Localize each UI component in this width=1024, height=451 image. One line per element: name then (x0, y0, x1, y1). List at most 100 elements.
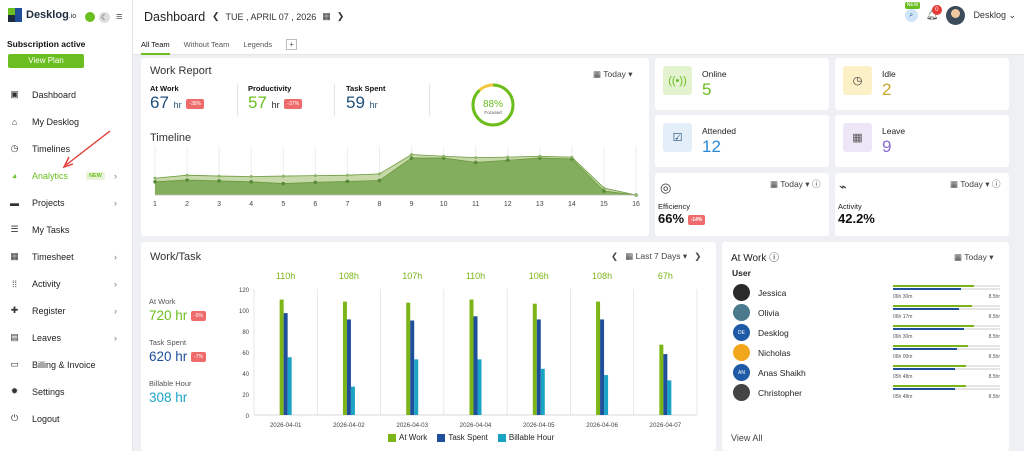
bar-at-work[interactable] (532, 303, 537, 415)
attended-card[interactable]: ☑ Attended 12 (655, 115, 829, 167)
view-plan-button[interactable]: View Plan (8, 54, 84, 68)
timeline-point[interactable] (377, 178, 382, 183)
info-icon[interactable]: ⓘ (811, 179, 821, 189)
timeline-point[interactable] (570, 155, 574, 159)
online-card[interactable]: ((•)) Online 5 (655, 58, 829, 110)
bar-at-work[interactable] (596, 301, 601, 415)
legend-task-spent[interactable]: Task Spent (437, 433, 488, 442)
timeline-point[interactable] (345, 173, 349, 177)
timeline-point[interactable] (313, 180, 318, 185)
timeline-point[interactable] (249, 175, 253, 179)
logo[interactable]: Desklog.io (8, 8, 76, 22)
timeline-point[interactable] (345, 179, 350, 184)
prev-date-icon[interactable]: ❮ (212, 11, 220, 21)
sidebar-item-leaves[interactable]: ▤ Leaves › (0, 324, 133, 351)
sidebar-item-activity[interactable]: ⁞⁞ Activity › (0, 270, 133, 297)
dark-mode-icon[interactable]: ☾ (99, 11, 110, 23)
avatar[interactable] (946, 6, 966, 25)
timeline-point[interactable] (602, 186, 606, 190)
user-row[interactable]: AN Anas Shaikh (733, 364, 806, 381)
bar-at-work[interactable] (659, 344, 664, 415)
leave-card[interactable]: ▦ Leave 9 (835, 115, 1009, 167)
user-row[interactable]: DE Desklog (733, 324, 789, 341)
timeline-point[interactable] (377, 172, 381, 176)
timeline-point[interactable] (409, 156, 414, 160)
sidebar-item-projects[interactable]: ▬ Projects › (0, 189, 133, 216)
bar-task-spent[interactable] (536, 319, 541, 415)
timeline-point[interactable] (185, 173, 189, 177)
timeline-point[interactable] (217, 174, 221, 178)
add-tab-button[interactable]: + (286, 39, 298, 50)
tab-without-team[interactable]: Without Team (183, 40, 230, 49)
user-row[interactable]: Olivia (733, 304, 779, 321)
activity-period-select[interactable]: ▦ Today ▾ ⓘ (950, 179, 1001, 189)
user-row[interactable]: Jessica (733, 284, 786, 301)
sidebar-item-logout[interactable]: ⏻ Logout (0, 405, 133, 432)
user-row[interactable]: Christopher (733, 384, 802, 401)
legend-billable-hour[interactable]: Billable Hour (497, 433, 554, 442)
timeline-point[interactable] (474, 156, 478, 160)
bar-task-spent[interactable] (600, 319, 605, 415)
user-row[interactable]: Nicholas (733, 344, 791, 361)
bar-task-spent[interactable] (473, 316, 478, 415)
efficiency-period-select[interactable]: ▦ Today ▾ ⓘ (770, 179, 821, 189)
legend-at-work[interactable]: At Work (388, 433, 427, 442)
prev-range-icon[interactable]: ❮ (611, 251, 619, 261)
timeline-point[interactable] (442, 154, 446, 158)
idle-card[interactable]: ◷ Idle 2 (835, 58, 1009, 110)
bar-task-spent[interactable] (283, 313, 288, 415)
view-all-link[interactable]: View All (731, 433, 763, 443)
sidebar-item-timesheet[interactable]: ▦ Timesheet › (0, 243, 133, 270)
timeline-point[interactable] (410, 153, 414, 157)
bar-billable-hour[interactable] (477, 359, 482, 415)
range-select[interactable]: ▦ Last 7 Days ▾ (625, 251, 688, 261)
calendar-icon[interactable]: ▦ (322, 11, 331, 21)
bell-icon[interactable]: 🔔︎ 0 (926, 5, 942, 21)
sidebar-item-timelines[interactable]: ◷ Timelines (0, 135, 133, 162)
menu-collapse-icon[interactable]: ≡ (116, 11, 123, 23)
sidebar-item-my-tasks[interactable]: ☰ My Tasks (0, 216, 133, 243)
sidebar-item-settings[interactable]: ✹ Settings (0, 378, 133, 405)
sidebar-item-register[interactable]: ✚ Register › (0, 297, 133, 324)
bar-task-spent[interactable] (346, 319, 351, 415)
info-icon[interactable]: ⓘ (991, 179, 1001, 189)
bar-billable-hour[interactable] (414, 359, 419, 415)
at-work-period-select[interactable]: ▦ Today ▾ (954, 252, 994, 262)
bar-at-work[interactable] (406, 302, 411, 415)
bar-billable-hour[interactable] (667, 380, 672, 415)
user-menu[interactable]: Desklog ⌄ (973, 10, 1016, 20)
timeline-point[interactable] (249, 180, 253, 184)
bar-billable-hour[interactable] (604, 375, 609, 415)
tab-all-team[interactable]: All Team (141, 40, 170, 55)
timeline-point[interactable] (153, 176, 157, 180)
bar-billable-hour[interactable] (540, 368, 545, 415)
timeline-point[interactable] (473, 160, 478, 165)
timeline-point[interactable] (505, 158, 510, 163)
bar-task-spent[interactable] (663, 354, 668, 415)
bar-at-work[interactable] (279, 299, 284, 416)
status-toggle[interactable] (85, 12, 95, 22)
bar-at-work[interactable] (342, 301, 347, 415)
sidebar-item-billing-invoice[interactable]: ▭ Billing & Invoice (0, 351, 133, 378)
info-icon[interactable]: ⓘ (769, 253, 780, 264)
tab-legends[interactable]: Legends (243, 40, 273, 49)
timeline-point[interactable] (281, 181, 286, 186)
sidebar-item-analytics[interactable]: ◕ Analytics NEW › (0, 162, 133, 189)
timeline-point[interactable] (153, 180, 157, 184)
timeline-point[interactable] (602, 189, 606, 193)
search-icon[interactable]: ⌕ NEW (904, 2, 921, 22)
bar-task-spent[interactable] (410, 320, 415, 416)
work-report-period-select[interactable]: ▦ Today ▾ (593, 69, 633, 79)
timeline-point[interactable] (313, 174, 317, 178)
timeline-point[interactable] (281, 174, 285, 178)
timeline-point[interactable] (538, 154, 542, 158)
timeline-point[interactable] (217, 179, 221, 183)
bar-billable-hour[interactable] (350, 386, 355, 415)
sidebar-item-dashboard[interactable]: ▣ Dashboard (0, 81, 133, 108)
sidebar-item-my-desklog[interactable]: ⌂ My Desklog (0, 108, 133, 135)
bar-at-work[interactable] (469, 299, 474, 416)
timeline-point[interactable] (185, 178, 189, 182)
next-date-icon[interactable]: ❯ (336, 11, 345, 21)
next-range-icon[interactable]: ❯ (694, 251, 702, 261)
bar-billable-hour[interactable] (287, 357, 292, 415)
